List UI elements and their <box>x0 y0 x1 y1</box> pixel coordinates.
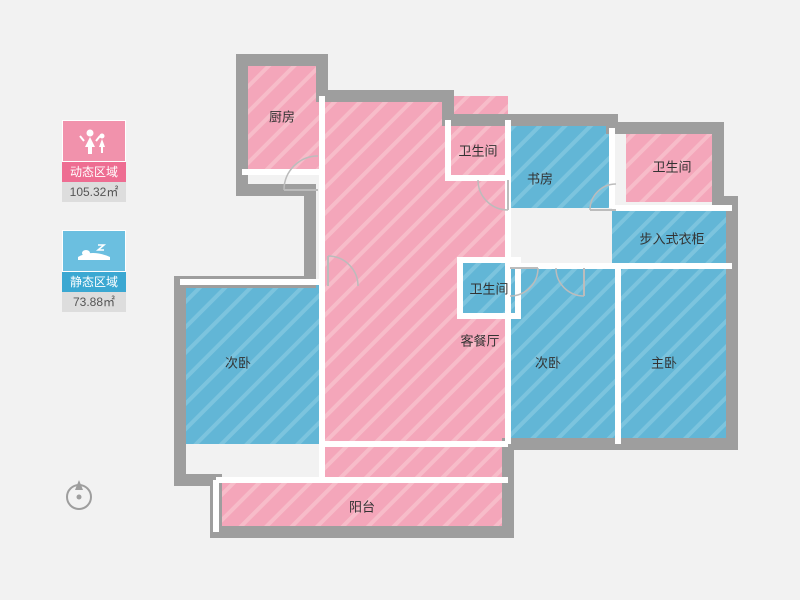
room-label-kitchen: 厨房 <box>269 107 295 126</box>
legend-dynamic-value: 105.32㎡ <box>62 182 126 202</box>
room-label-bed2b: 次卧 <box>535 353 561 372</box>
room-label-living: 客餐厅 <box>460 331 499 350</box>
floor-plan: 厨房客餐厅卫生间书房卫生间步入式衣柜卫生间次卧次卧主卧阳台 <box>180 50 750 550</box>
legend-static: 静态区域 73.88㎡ <box>62 230 126 312</box>
compass-icon <box>62 478 96 512</box>
room-label-study: 书房 <box>527 169 553 188</box>
room-label-balcony: 阳台 <box>349 497 375 516</box>
legend-dynamic-label: 动态区域 <box>62 162 126 182</box>
canvas: 动态区域 105.32㎡ 静态区域 73.88㎡ <box>0 0 800 600</box>
room-label-master: 主卧 <box>651 353 677 372</box>
legend: 动态区域 105.32㎡ 静态区域 73.88㎡ <box>62 120 134 340</box>
room-label-bath3: 卫生间 <box>469 279 508 298</box>
room-label-bath2: 卫生间 <box>652 157 691 176</box>
labels-layer: 厨房客餐厅卫生间书房卫生间步入式衣柜卫生间次卧次卧主卧阳台 <box>180 50 750 550</box>
room-label-bath1: 卫生间 <box>458 141 497 160</box>
legend-dynamic: 动态区域 105.32㎡ <box>62 120 126 202</box>
room-label-bed2a: 次卧 <box>225 353 251 372</box>
legend-static-label: 静态区域 <box>62 272 126 292</box>
sleep-icon <box>62 230 126 272</box>
room-label-closet: 步入式衣柜 <box>639 229 704 248</box>
legend-static-value: 73.88㎡ <box>62 292 126 312</box>
people-icon <box>62 120 126 162</box>
